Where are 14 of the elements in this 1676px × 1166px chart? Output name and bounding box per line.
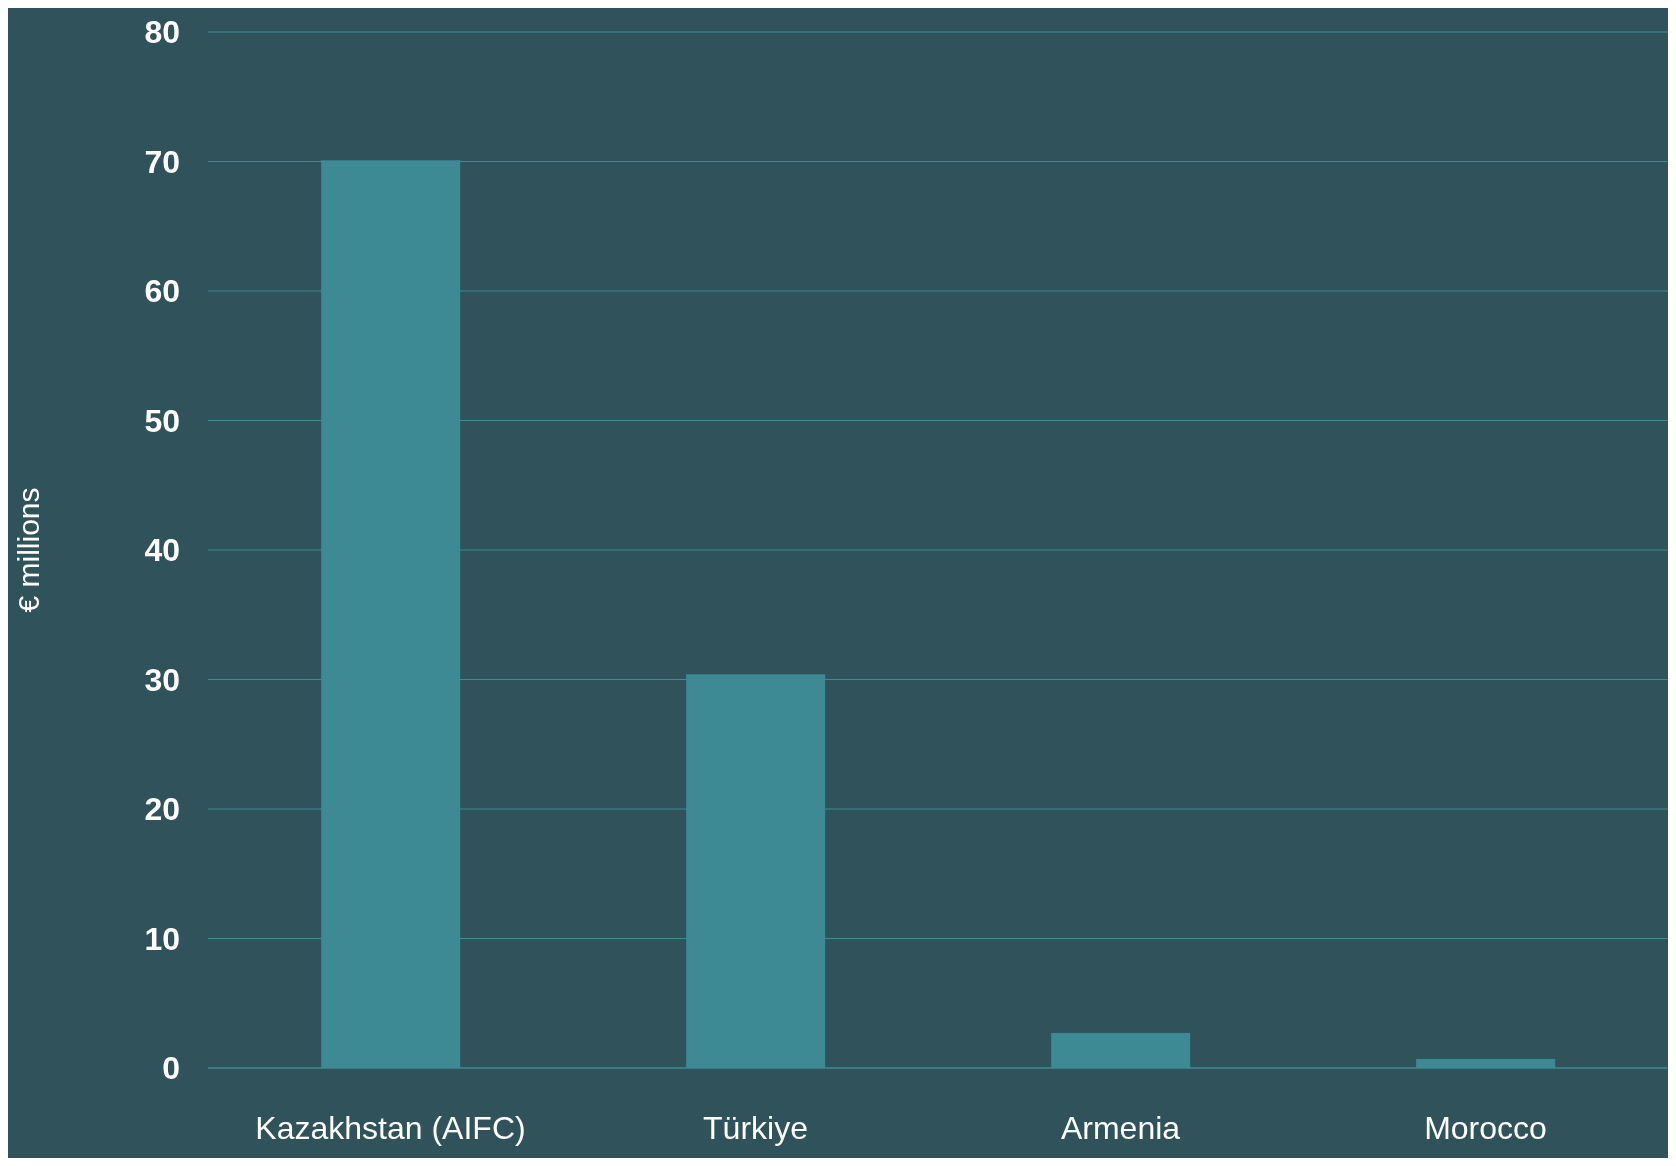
y-tick-label: 40 <box>144 532 180 569</box>
x-tick-label: Morocco <box>1424 1109 1547 1146</box>
y-tick-label: 10 <box>144 920 180 957</box>
x-tick-label: Armenia <box>1060 1109 1181 1146</box>
y-axis-title: € millions <box>11 487 45 613</box>
y-tick-label: 70 <box>144 143 180 180</box>
y-tick-label: 20 <box>144 791 180 828</box>
x-tick-label: Türkiye <box>703 1109 808 1146</box>
y-tick-label: 0 <box>162 1050 180 1087</box>
y-tick-label: 50 <box>144 402 180 439</box>
y-tick-label: 30 <box>144 661 180 698</box>
x-tick-label: Kazakhstan (AIFC) <box>255 1109 526 1146</box>
y-tick-label: 60 <box>144 273 180 310</box>
y-tick-label: 80 <box>144 14 180 51</box>
